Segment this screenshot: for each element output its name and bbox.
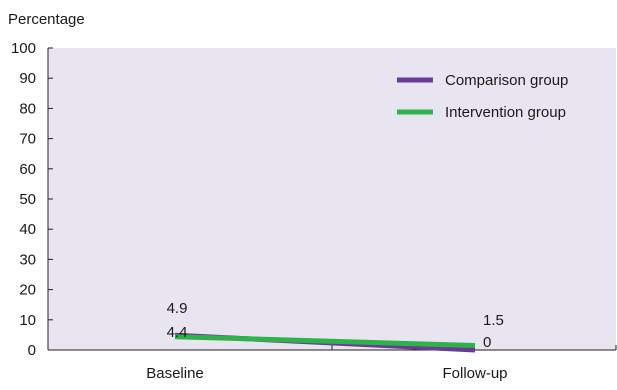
y-axis-label: Percentage — [8, 11, 85, 28]
data-label: 4.4 — [167, 324, 188, 341]
y-tick-label: 90 — [19, 70, 36, 87]
y-tick-label: 30 — [19, 251, 36, 268]
plot-area — [48, 48, 616, 350]
data-label: 4.9 — [167, 300, 188, 317]
y-axis: 0 10 20 30 40 50 60 70 80 90 100 — [11, 40, 53, 359]
x-axis: Baseline Follow-up — [48, 345, 616, 382]
y-tick-label: 80 — [19, 100, 36, 117]
y-tick-label: 70 — [19, 131, 36, 148]
y-tick-label: 10 — [19, 312, 36, 329]
data-label: 1.5 — [483, 312, 504, 329]
legend-label: Intervention group — [445, 104, 566, 121]
x-tick-label: Follow-up — [442, 365, 507, 382]
y-tick-label: 0 — [28, 342, 36, 359]
y-tick-label: 60 — [19, 161, 36, 178]
legend-label: Comparison group — [445, 72, 568, 89]
y-tick-label: 20 — [19, 282, 36, 299]
y-tick-label: 40 — [19, 221, 36, 238]
x-tick-label: Baseline — [146, 365, 204, 382]
y-tick-label: 50 — [19, 191, 36, 208]
y-tick-label: 100 — [11, 40, 36, 57]
data-label: 0 — [483, 334, 491, 351]
